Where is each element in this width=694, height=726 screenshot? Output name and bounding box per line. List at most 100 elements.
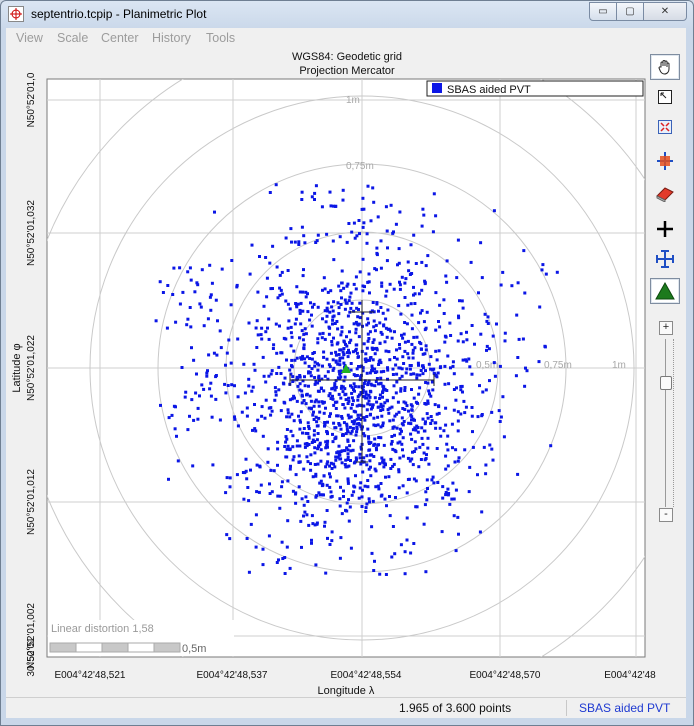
linear-distortion-label: Linear distortion 1,58 bbox=[51, 623, 154, 635]
position-point bbox=[333, 322, 337, 325]
position-point bbox=[365, 371, 369, 375]
position-point bbox=[186, 270, 190, 274]
position-point bbox=[371, 369, 375, 373]
position-point bbox=[313, 400, 317, 404]
position-point bbox=[268, 482, 271, 486]
position-point bbox=[398, 440, 402, 444]
menu-scale[interactable]: Scale bbox=[57, 31, 89, 45]
position-point bbox=[303, 510, 307, 514]
position-point bbox=[211, 463, 215, 467]
std-deviation-button[interactable] bbox=[650, 246, 680, 272]
position-point bbox=[286, 302, 290, 306]
position-point bbox=[478, 384, 481, 388]
position-point bbox=[353, 485, 357, 489]
position-point bbox=[296, 384, 300, 388]
menu-view[interactable]: View bbox=[16, 31, 43, 45]
position-point bbox=[426, 487, 429, 490]
position-point bbox=[405, 404, 409, 408]
position-point bbox=[403, 321, 407, 324]
position-point bbox=[307, 443, 311, 446]
position-point bbox=[398, 377, 402, 381]
clear-plot-button[interactable] bbox=[650, 180, 680, 206]
position-point bbox=[411, 463, 415, 467]
position-point bbox=[414, 262, 418, 265]
position-point bbox=[358, 456, 362, 460]
position-point bbox=[348, 341, 352, 345]
position-point bbox=[336, 301, 340, 305]
position-point bbox=[502, 435, 506, 439]
position-point bbox=[379, 436, 383, 440]
position-point bbox=[345, 301, 349, 305]
position-point bbox=[329, 204, 333, 208]
position-point bbox=[357, 385, 361, 389]
position-point bbox=[300, 198, 304, 201]
position-point bbox=[335, 400, 339, 404]
position-point bbox=[373, 442, 377, 446]
position-point bbox=[342, 379, 346, 383]
zoom-slider-thumb[interactable] bbox=[660, 375, 672, 390]
position-point bbox=[309, 301, 312, 305]
close-button[interactable]: ✕ bbox=[643, 2, 687, 21]
menu-tools[interactable]: Tools bbox=[206, 31, 236, 45]
zoom-out-button[interactable]: - bbox=[659, 508, 673, 522]
position-point bbox=[388, 514, 392, 518]
position-point bbox=[284, 236, 288, 240]
position-point bbox=[396, 400, 400, 404]
position-point bbox=[172, 266, 176, 270]
position-point bbox=[318, 493, 322, 497]
center-button[interactable] bbox=[650, 148, 680, 174]
zoom-fit-button[interactable] bbox=[650, 114, 680, 140]
position-point bbox=[379, 402, 383, 406]
position-point bbox=[402, 362, 406, 365]
position-point bbox=[457, 316, 461, 320]
position-point bbox=[368, 403, 372, 407]
menu-history[interactable]: History bbox=[152, 31, 191, 45]
pan-button[interactable] bbox=[650, 54, 680, 80]
legend[interactable]: SBAS aided PVT bbox=[426, 80, 644, 97]
position-point bbox=[406, 352, 410, 356]
position-point bbox=[320, 400, 324, 404]
position-point bbox=[365, 323, 369, 327]
position-point bbox=[423, 328, 427, 332]
position-point bbox=[293, 396, 296, 400]
position-point bbox=[324, 465, 328, 469]
position-point bbox=[340, 325, 344, 329]
position-point bbox=[250, 389, 254, 393]
position-point bbox=[289, 325, 293, 329]
position-point bbox=[349, 459, 352, 462]
position-point bbox=[497, 409, 501, 413]
position-point bbox=[300, 190, 304, 194]
reference-marker-button[interactable] bbox=[650, 278, 680, 304]
position-point bbox=[366, 381, 370, 385]
position-point bbox=[373, 437, 377, 441]
position-point bbox=[331, 432, 334, 436]
position-point bbox=[379, 266, 383, 270]
position-point bbox=[334, 407, 338, 410]
position-point bbox=[348, 310, 352, 314]
position-point bbox=[421, 417, 425, 421]
position-point bbox=[438, 426, 442, 430]
menu-center[interactable]: Center bbox=[101, 31, 139, 45]
position-point bbox=[522, 249, 526, 253]
position-point bbox=[398, 366, 402, 370]
title-bar[interactable]: septentrio.tcpip - Planimetric Plot ▭ ▢ … bbox=[1, 1, 693, 27]
position-point bbox=[395, 348, 398, 352]
position-point bbox=[283, 445, 287, 448]
position-point bbox=[380, 414, 384, 418]
position-point bbox=[280, 485, 284, 489]
zoom-in-button[interactable]: + bbox=[659, 321, 673, 335]
position-point bbox=[424, 344, 428, 348]
position-point bbox=[392, 462, 396, 466]
position-point bbox=[371, 403, 375, 407]
position-point bbox=[379, 306, 383, 309]
position-point bbox=[247, 570, 251, 574]
zoom-window-button[interactable] bbox=[650, 84, 680, 110]
position-point bbox=[360, 495, 364, 499]
position-point bbox=[401, 484, 405, 488]
crosshair-button[interactable] bbox=[650, 216, 680, 242]
position-point bbox=[421, 207, 425, 211]
position-point bbox=[439, 365, 443, 369]
position-point bbox=[524, 366, 527, 370]
position-point bbox=[274, 183, 278, 187]
